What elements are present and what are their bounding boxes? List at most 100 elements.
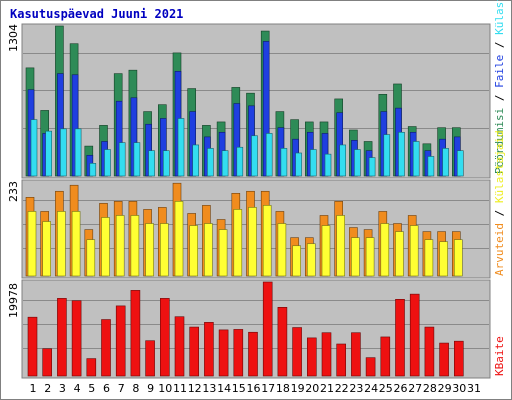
bars-layer — [25, 25, 464, 377]
bar-arvuteid-day-14 — [218, 229, 228, 277]
bar-arvuteid-day-30 — [453, 239, 463, 277]
day-label-7: 7 — [118, 382, 125, 395]
panel-2-legend: Arvuteid / Külastajaid — [493, 130, 506, 276]
bar-arvuteid-day-16 — [248, 207, 257, 277]
bar-kbaite-day-1 — [27, 316, 38, 377]
bar-kbaite-day-24 — [365, 357, 376, 377]
bar-kbaite-day-12 — [189, 326, 199, 377]
bar-kulastusi-day-19 — [295, 152, 302, 177]
bar-kulastusi-day-1 — [30, 119, 38, 177]
bar-arvuteid-day-22 — [336, 215, 346, 277]
panel-1-ymax-label: 1304 — [7, 24, 20, 52]
bar-arvuteid-day-1 — [27, 211, 37, 277]
bar-kbaite-day-23 — [351, 332, 361, 377]
bar-arvuteid-day-9 — [145, 223, 154, 277]
bar-kulastusi-day-30 — [456, 150, 464, 177]
panel-3-legend: KBaite — [493, 336, 506, 376]
bar-arvuteid-day-24 — [365, 237, 375, 277]
bar-kulastusi-day-15 — [236, 146, 244, 177]
bar-kbaite-day-11 — [174, 316, 185, 377]
day-label-11: 11 — [173, 382, 187, 395]
legend-sep: / — [493, 203, 506, 223]
day-label-18: 18 — [276, 382, 290, 395]
bar-kbaite-day-20 — [306, 337, 317, 377]
day-label-15: 15 — [232, 382, 246, 395]
bar-kulastusi-day-18 — [280, 148, 288, 177]
bar-kulastusi-day-22 — [339, 144, 347, 177]
bar-arvuteid-day-21 — [321, 225, 331, 277]
day-label-27: 27 — [408, 382, 422, 395]
bar-kulastusi-day-29 — [442, 148, 449, 177]
bar-kbaite-day-14 — [218, 329, 229, 377]
day-label-31: 31 — [467, 382, 481, 395]
bar-arvuteid-day-5 — [86, 239, 96, 277]
bar-kulastusi-day-13 — [207, 148, 214, 177]
bar-kulastusi-day-23 — [354, 149, 361, 177]
bar-kbaite-day-19 — [292, 327, 302, 377]
bar-kulastusi-day-17 — [265, 133, 273, 177]
bar-kbaite-day-8 — [130, 290, 141, 377]
day-label-22: 22 — [335, 382, 349, 395]
bar-kulastusi-day-14 — [221, 150, 229, 177]
bar-kbaite-day-16 — [248, 331, 258, 377]
day-label-19: 19 — [291, 382, 305, 395]
bar-arvuteid-day-8 — [130, 215, 140, 277]
day-label-30: 30 — [452, 382, 466, 395]
legend-poordumisi: Pöördumisi — [493, 108, 506, 174]
day-label-5: 5 — [88, 382, 95, 395]
day-label-1: 1 — [30, 382, 37, 395]
bar-arvuteid-day-12 — [189, 225, 198, 277]
bar-kulastusi-day-7 — [118, 142, 126, 177]
bar-kbaite-day-7 — [115, 305, 126, 377]
day-label-10: 10 — [158, 382, 172, 395]
day-label-28: 28 — [423, 382, 437, 395]
day-label-3: 3 — [59, 382, 66, 395]
legend-arvuteid: Arvuteid — [493, 223, 506, 276]
bar-kulastusi-day-16 — [251, 135, 258, 177]
panel-3-ymax-label: 19978 — [7, 283, 20, 318]
day-label-24: 24 — [364, 382, 378, 395]
bar-arvuteid-day-2 — [42, 221, 52, 277]
bar-kbaite-day-5 — [86, 358, 97, 377]
bar-kulastusi-day-27 — [412, 141, 420, 177]
day-label-14: 14 — [217, 382, 231, 395]
bar-kulastusi-day-10 — [163, 150, 170, 177]
day-label-2: 2 — [44, 382, 51, 395]
bar-arvuteid-day-11 — [174, 201, 184, 277]
day-label-4: 4 — [74, 382, 81, 395]
bar-arvuteid-day-6 — [101, 217, 110, 277]
bar-kbaite-day-6 — [101, 319, 111, 377]
bar-kbaite-day-22 — [336, 343, 347, 377]
day-label-8: 8 — [132, 382, 139, 395]
bar-arvuteid-day-19 — [292, 245, 301, 277]
bar-kbaite-day-2 — [42, 348, 53, 377]
bar-arvuteid-day-29 — [439, 241, 448, 277]
panel-2-ymax-label: 233 — [7, 181, 20, 202]
x-axis-labels: 1 2 3 4 5 6 7 8 9 10 11 12 13 14 15 16 17 18 19 20 21 22 23 24 2… — [30, 382, 482, 395]
bar-kulastusi-day-20 — [309, 149, 317, 177]
bar-kbaite-day-28 — [424, 326, 435, 377]
bar-kulastusi-day-28 — [427, 156, 435, 177]
bar-kulastusi-day-5 — [89, 163, 97, 177]
bar-kulastusi-day-12 — [192, 144, 199, 177]
day-label-6: 6 — [103, 382, 110, 395]
bar-kbaite-day-15 — [233, 329, 244, 377]
bar-kbaite-day-26 — [395, 299, 405, 377]
bar-kbaite-day-4 — [71, 300, 82, 377]
bar-arvuteid-day-4 — [71, 211, 81, 277]
bar-arvuteid-day-28 — [424, 239, 434, 277]
legend-faile: Faile — [493, 55, 506, 88]
bar-kulastusi-day-6 — [104, 149, 111, 177]
day-label-9: 9 — [147, 382, 154, 395]
bar-kbaite-day-18 — [277, 307, 288, 377]
bar-kbaite-day-25 — [380, 336, 391, 377]
bar-arvuteid-day-15 — [233, 209, 243, 277]
bar-arvuteid-day-20 — [306, 243, 316, 277]
day-label-26: 26 — [394, 382, 408, 395]
legend-sep: / — [493, 88, 506, 108]
bar-arvuteid-day-7 — [115, 215, 125, 277]
bar-kbaite-day-3 — [57, 298, 67, 377]
legend-kulastusi: Külastusi — [493, 0, 506, 35]
bar-kulastusi-day-9 — [148, 150, 155, 177]
